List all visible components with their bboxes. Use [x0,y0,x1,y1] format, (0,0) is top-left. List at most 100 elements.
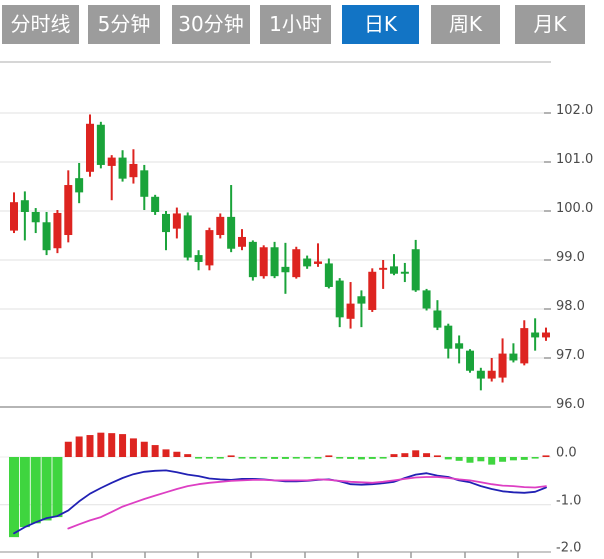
tab-30min[interactable]: 30分钟 [172,5,250,44]
macd-bar-down [347,457,355,459]
candle-body-up [53,212,62,249]
candle-body-down [509,353,518,361]
candle-wick [392,254,395,276]
candle-body-up [259,247,268,277]
candle-body-down [444,325,453,349]
tab-monthly[interactable]: 月K [515,5,585,44]
price-axis-label: 102.0 [556,103,593,118]
macd-bar-up [227,455,235,457]
candle-wick [316,243,319,267]
price-axis-label: 99.0 [556,250,585,265]
candle-body-down [118,157,127,179]
candle-body-up [487,370,496,379]
macd-bar-down [368,457,376,459]
macd-bar-down [531,457,539,459]
chart-region[interactable]: 102.0 101.0 100.0 99.0 98.0 97.0 96.0 0.0 -1.0 -2… [0,49,604,559]
candle-body-down [31,211,40,223]
macd-bar-up [423,453,431,457]
macd-bar-down [520,457,528,460]
candle-body-down [20,200,29,212]
candle-body-up [85,123,94,172]
price-axis-label: 98.0 [556,299,585,314]
candle-body-up [498,353,507,378]
candle-body-up [64,185,73,236]
price-axis-label: 101.0 [556,152,593,167]
candle-body-down [227,216,236,249]
candle-body-down [140,170,149,197]
macd-bar-up [75,436,83,457]
candle-body-down [433,310,442,328]
candle-body-down [455,343,464,349]
candle-body-down [42,222,51,251]
tab-timeline[interactable]: 分时线 [2,5,79,44]
macd-bar-up [97,432,105,457]
macd-bar-down [238,457,246,459]
macd-bar-down [455,457,463,461]
macd-bar-up [433,455,441,457]
candle-body-up [313,261,322,264]
candle-body-up [205,230,214,266]
macd-bar-down [19,457,30,528]
dea-line [67,476,547,530]
candle-wick [382,260,385,289]
macd-axis-label: 0.0 [556,446,577,461]
candle-body-down [96,124,105,165]
tab-weekly[interactable]: 周K [431,5,500,44]
candle-body-down [531,332,540,338]
candle-body-up [172,213,181,229]
macd-bar-down [509,457,517,461]
macd-bar-down [499,457,507,462]
tab-daily[interactable]: 日K [342,5,419,44]
macd-bar-down [271,457,279,459]
candle-body-down [422,290,431,309]
macd-bar-up [184,454,192,457]
candle-wick [490,358,493,382]
candle-body-down [161,213,170,233]
candle-body-down [281,266,290,273]
macd-axis-label: -2.0 [556,541,581,556]
price-axis-label: 97.0 [556,348,585,363]
macd-bar-up [173,451,181,457]
candle-body-up [237,236,246,247]
tab-1hour[interactable]: 1小时 [260,5,331,44]
candle-body-up [368,271,377,310]
macd-bar-down [477,457,485,462]
candle-body-down [411,249,420,291]
tab-5min[interactable]: 5分钟 [88,5,160,44]
candle-body-up [379,267,388,270]
candle-wick [458,335,461,364]
macd-bar-down [379,457,387,459]
macd-bar-up [162,449,170,457]
interval-tabbar: 分时线 5分钟 30分钟 1小时 日K 周K 月K [0,0,604,49]
macd-bar-down [281,457,289,459]
macd-bar-up [151,445,159,457]
candle-body-up [292,249,301,278]
candle-body-down [389,266,398,274]
candle-body-down [248,241,257,278]
candle-body-down [194,255,203,262]
macd-bar-down [195,457,203,459]
macd-bar-down [466,457,474,463]
price-axis-label: 100.0 [556,201,593,216]
candle-body-down [151,196,160,212]
candle-wick [110,155,113,201]
candle-body-down [75,178,84,193]
candle-wick [360,290,363,328]
macd-bar-down [488,457,496,465]
macd-bar-down [260,457,268,459]
macd-bar-up [390,454,398,457]
candle-body-up [107,157,116,166]
macd-axis-label: -1.0 [556,494,581,509]
candle-body-up [129,163,138,178]
macd-bar-up [325,455,333,457]
macd-bar-down [205,457,213,459]
macd-bar-up [86,435,94,457]
candle-body-up [216,216,225,236]
candle-wick [512,343,515,363]
price-axis-label: 96.0 [556,397,585,412]
candle-body-down [183,215,192,258]
macd-bar-down [249,457,257,459]
candle-body-down [335,280,344,318]
candle-body-down [476,370,485,379]
candle-body-up [541,332,550,338]
